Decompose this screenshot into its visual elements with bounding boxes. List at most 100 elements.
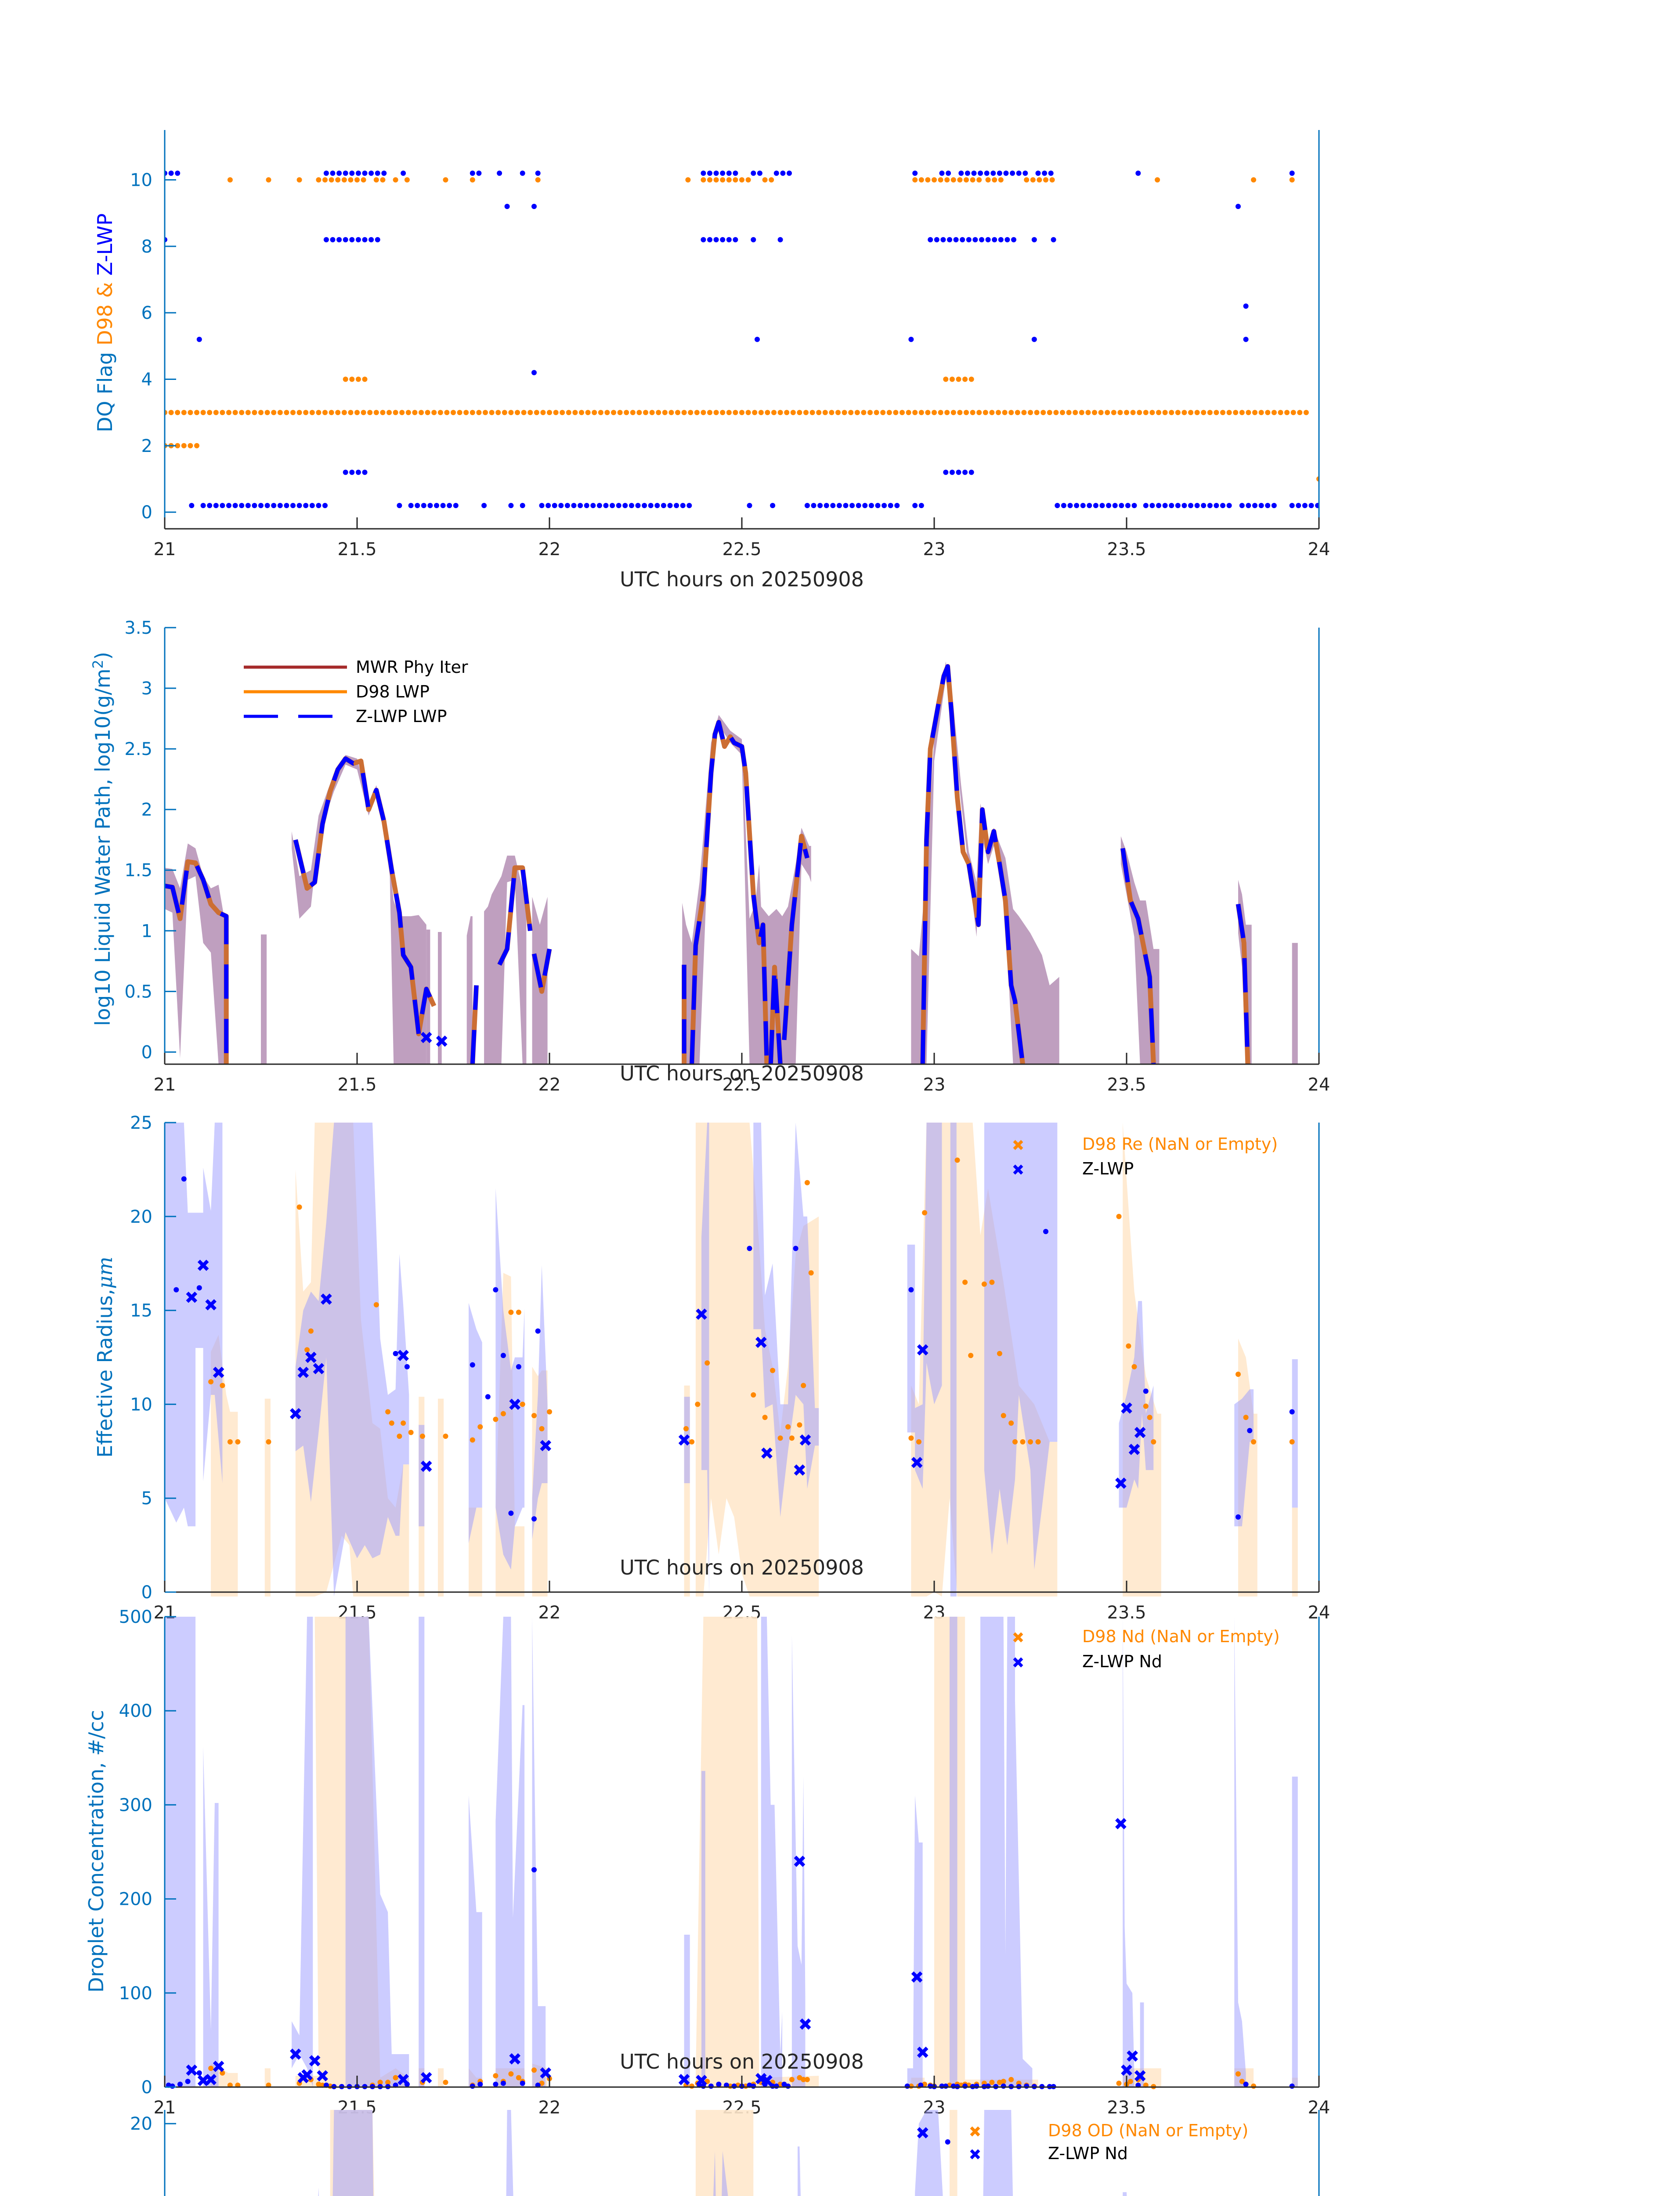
dq-flag-point	[296, 410, 302, 415]
d98-point	[373, 1302, 379, 1307]
zlwp-lwp-line	[165, 859, 229, 1064]
dq-flag-point	[1162, 503, 1168, 508]
d98-point	[296, 1204, 302, 1210]
dq-flag-point	[330, 237, 336, 242]
d98-point	[516, 1309, 521, 1315]
dq-flag-point	[489, 410, 495, 415]
dq-flag-point	[322, 177, 328, 183]
dq-flag-point	[239, 503, 245, 508]
dq-flag-point	[349, 170, 355, 176]
d98-uncertainty-band	[264, 2068, 271, 2087]
legend-marker-d98-nd	[1013, 1632, 1023, 1643]
zlwp-marker	[397, 1350, 409, 1362]
d98-point	[908, 1435, 914, 1441]
lwp-y-tick-label: 2	[141, 800, 152, 820]
zlwp-marker	[290, 2048, 301, 2060]
re-ylabel-unit: μm	[93, 1257, 117, 1289]
zlwp-marker	[321, 1293, 332, 1305]
zlwp-point	[500, 1353, 506, 1358]
dq-flag-point	[421, 503, 426, 508]
dq-flag-point	[335, 177, 341, 183]
dq-flag-point	[694, 410, 700, 415]
d98-point	[683, 1426, 689, 1431]
dq-flag-point	[843, 503, 849, 508]
dq-flag-point	[949, 376, 955, 382]
lwp-x-tick-label: 21.5	[337, 1075, 376, 1095]
dq-flag-point	[213, 503, 219, 508]
zlwp-point	[943, 2083, 949, 2089]
d98-point	[1251, 2083, 1257, 2089]
dq-flag-point	[893, 410, 899, 415]
dq-flag-point	[976, 177, 982, 183]
d98-point	[1236, 2071, 1241, 2077]
dq-flag-point	[1207, 410, 1213, 415]
zlwp-marker	[794, 1464, 806, 1476]
dq-flag-point	[752, 410, 758, 415]
zlwp-point	[196, 2070, 202, 2076]
dq-flag-point	[447, 503, 452, 508]
dq-flag-point	[220, 503, 225, 508]
zlwp-uncertainty-band	[419, 1617, 425, 2087]
dq-flag-point	[603, 503, 609, 508]
dq-flag-point	[943, 470, 949, 475]
dq-flag-point	[992, 177, 997, 183]
dq-flag-point	[571, 503, 577, 508]
dq-flag-point	[809, 410, 815, 415]
dq-flag-point	[434, 503, 439, 508]
zlwp-marker	[761, 1447, 773, 1459]
zlwp-uncertainty-band	[1119, 1301, 1154, 1508]
zlwp-point	[531, 1516, 537, 1522]
dq-flag-point	[481, 503, 487, 508]
zlwp-uncertainty-band	[165, 1617, 196, 2087]
re-y-tick-label: 10	[130, 1394, 152, 1415]
dq-flag-point	[463, 410, 469, 415]
zlwp-point	[1043, 1229, 1048, 1234]
dq-y-tick-label: 8	[141, 237, 152, 257]
dq-flag-point	[1162, 410, 1168, 415]
dq-flag-point	[266, 177, 271, 183]
lwp-ylabel-end: )	[91, 652, 115, 660]
dq-flag-point	[1175, 503, 1181, 508]
dq-flag-point	[1246, 503, 1251, 508]
dq-flag-point	[355, 237, 361, 242]
dq-flag-point	[1112, 503, 1118, 508]
dq-flag-point	[252, 503, 257, 508]
zlwp-marker	[911, 1971, 923, 1983]
dq-flag-point	[701, 177, 706, 183]
dq-flag-point	[1011, 237, 1016, 242]
dq-flag-point	[983, 410, 988, 415]
legend-label-d98-re: D98 Re (NaN or Empty)	[1082, 1134, 1278, 1154]
dq-flag-point	[362, 170, 368, 176]
dq-flag-point	[341, 177, 347, 183]
dq-flag-point	[713, 410, 719, 415]
dq-flag-point	[232, 410, 238, 415]
dq-flag-point	[303, 410, 309, 415]
lwp-uncertainty-band	[292, 755, 426, 1064]
zlwp-point	[1289, 2083, 1295, 2089]
dq-flag-point	[733, 170, 738, 176]
dq-flag-point	[804, 503, 810, 508]
dq-flag-point	[1087, 503, 1092, 508]
zlwp-uncertainty-band	[684, 1397, 690, 1483]
dq-flag-point	[720, 177, 726, 183]
dq-flag-point	[733, 237, 738, 242]
zlwp-uncertainty-band	[980, 1617, 1033, 2087]
zlwp-marker	[917, 2046, 929, 2058]
dq-flag-point	[979, 237, 984, 242]
dq-flag-point	[232, 503, 238, 508]
dq-flag-point	[765, 410, 770, 415]
d98-point	[304, 1347, 310, 1353]
dq-flag-point	[207, 410, 213, 415]
dq-flag-point	[1175, 410, 1181, 415]
zlwp-uncertainty-band	[203, 1746, 219, 2087]
zlwp-point	[173, 1287, 179, 1293]
dq-flag-point	[998, 177, 1004, 183]
zlwp-point	[393, 1351, 398, 1356]
dq-flag-point	[1155, 177, 1160, 183]
dq-flag-point	[968, 376, 974, 382]
zlwp-point	[1289, 1409, 1295, 1415]
nd-y-tick-label: 100	[119, 1983, 152, 2004]
dq-flag-point	[470, 410, 475, 415]
dq-flag-point	[848, 410, 854, 415]
